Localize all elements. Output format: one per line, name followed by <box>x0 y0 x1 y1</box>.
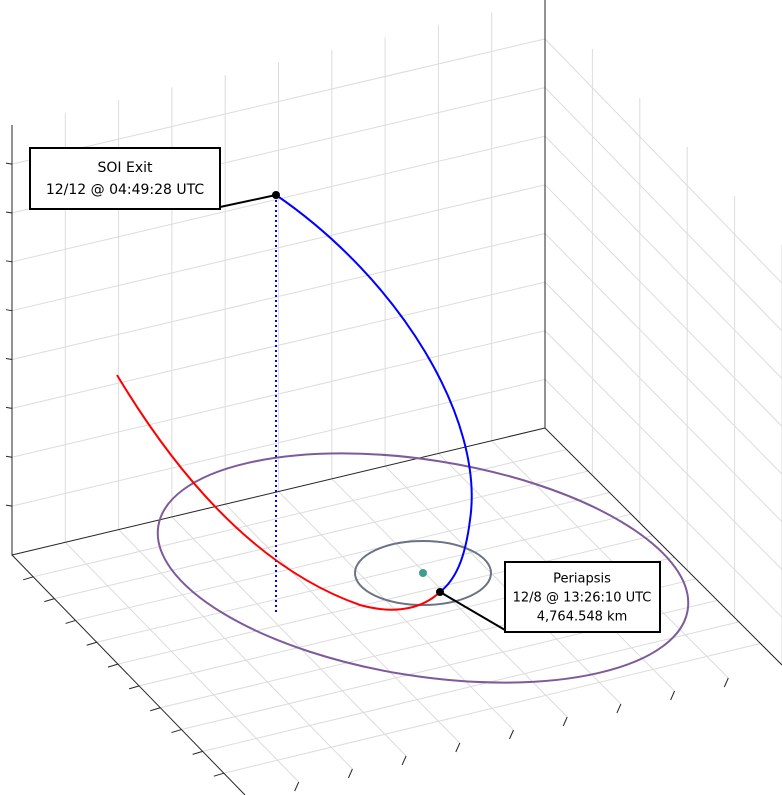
soi-label: SOI Exit 12/12 @ 04:49:28 UTC <box>29 147 221 210</box>
tick-mark <box>5 211 13 214</box>
label-title: SOI Exit <box>98 160 154 176</box>
marker <box>272 191 280 199</box>
tick-mark <box>347 768 353 779</box>
tick-mark <box>670 690 676 701</box>
tick-mark <box>401 755 407 766</box>
grid-line <box>278 491 514 731</box>
tick-mark <box>509 729 514 740</box>
tick-mark <box>213 772 224 777</box>
tick-mark <box>86 641 97 646</box>
grid-line <box>118 529 353 770</box>
grid-line <box>11 330 546 458</box>
tick-mark <box>107 663 119 668</box>
ticks <box>5 162 729 792</box>
label-distance: 4,764.548 km <box>537 610 628 625</box>
grid-line <box>11 232 546 361</box>
tick-mark <box>5 260 13 263</box>
tick-mark <box>128 685 140 690</box>
label-title: Periapsis <box>553 572 611 587</box>
grid-line <box>11 184 546 312</box>
grid-line <box>11 281 546 409</box>
tick-mark <box>562 716 568 727</box>
right-floor-edge <box>544 427 782 666</box>
body <box>419 569 427 577</box>
grid-line <box>544 135 782 379</box>
grid-line <box>544 184 782 427</box>
tick-mark <box>5 455 13 458</box>
outgoing-trajectory <box>275 194 473 593</box>
tick-mark <box>44 598 55 603</box>
label-time: 12/12 @ 04:49:28 UTC <box>46 182 205 198</box>
grid-line <box>171 516 407 757</box>
tick-mark <box>723 677 729 688</box>
tick-mark <box>5 162 13 165</box>
box-edges <box>11 0 782 795</box>
grid-line <box>224 503 461 744</box>
grid-line <box>491 440 729 679</box>
grid <box>11 12 782 783</box>
tick-mark <box>192 750 203 755</box>
tick-mark <box>23 576 34 581</box>
back-wall-edge <box>11 0 546 556</box>
tick-mark <box>5 504 13 507</box>
tick-mark <box>294 781 300 792</box>
leader-line <box>439 591 506 631</box>
grid-line <box>11 378 546 507</box>
tick-mark <box>5 406 13 409</box>
tick-mark <box>616 703 622 714</box>
periapsis-label: Periapsis 12/8 @ 13:26:10 UTC 4,764.548 … <box>504 561 661 633</box>
grid-line <box>544 233 782 475</box>
leader-line <box>219 194 277 208</box>
grid-line <box>11 135 546 263</box>
left-floor-edge <box>11 554 246 795</box>
marker <box>436 588 444 596</box>
tick-mark <box>455 742 461 753</box>
tick-mark <box>5 358 13 361</box>
tick-mark <box>171 729 182 734</box>
inner-orbit <box>354 540 492 606</box>
grid-line <box>544 38 782 284</box>
label-box <box>29 147 221 210</box>
grid-line <box>544 379 782 618</box>
tick-mark <box>65 619 76 624</box>
tick-mark <box>150 707 161 712</box>
grid-line <box>11 38 546 165</box>
grid-line <box>384 465 622 705</box>
label-box <box>504 561 661 633</box>
incoming-trajectory <box>116 374 441 611</box>
grid-line <box>64 541 300 783</box>
label-time: 12/8 @ 13:26:10 UTC <box>513 591 652 606</box>
outer-orbit <box>156 452 690 684</box>
grid-line <box>544 330 782 570</box>
grid-line <box>544 87 782 332</box>
grid-line <box>544 281 782 523</box>
tick-mark <box>5 309 13 312</box>
